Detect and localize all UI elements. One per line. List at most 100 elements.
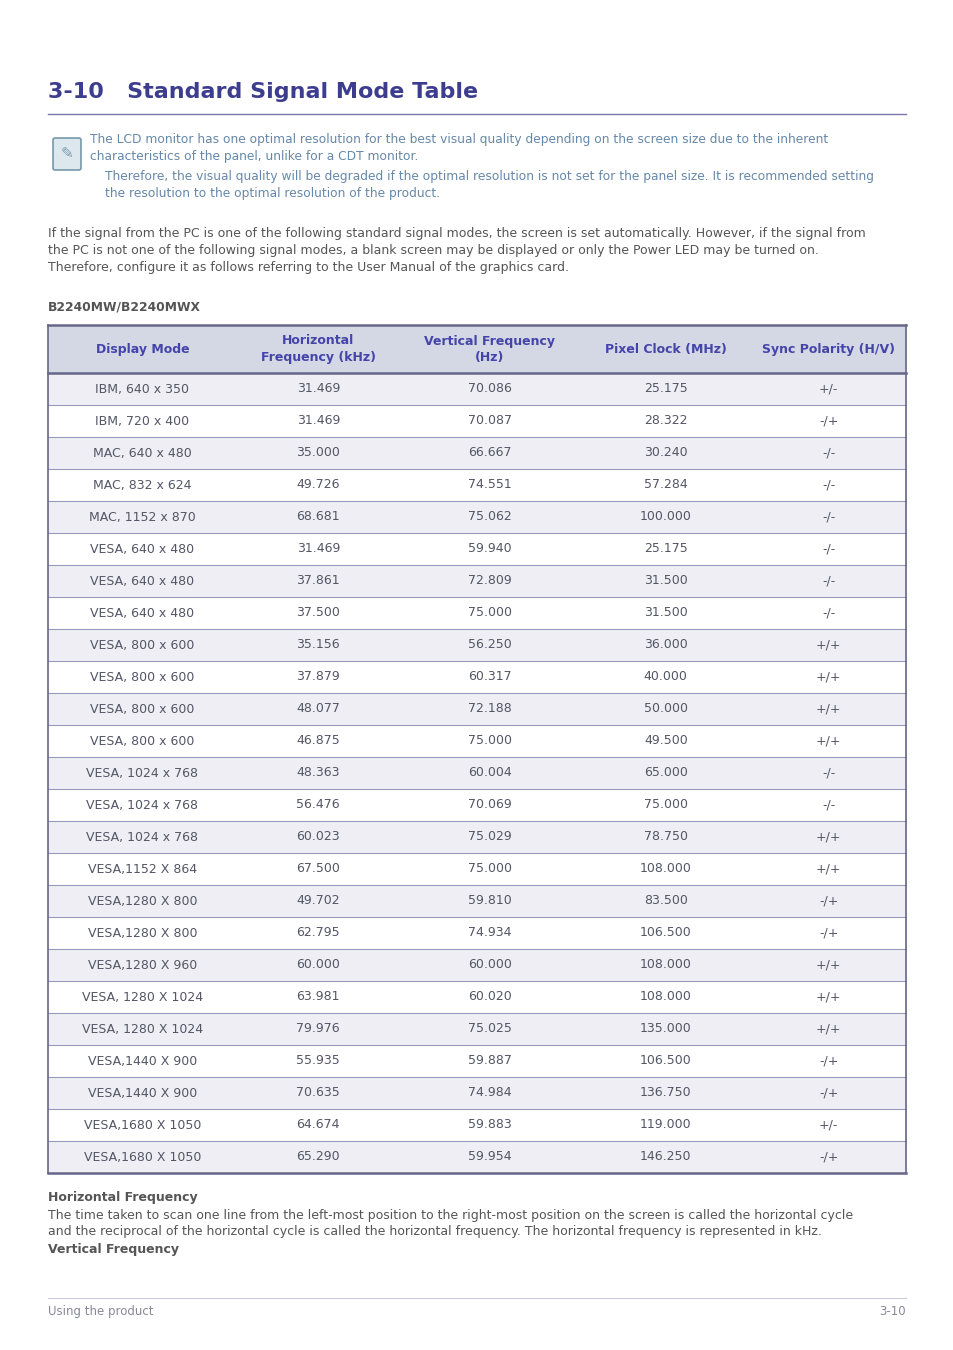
Text: 67.500: 67.500 xyxy=(296,863,340,876)
Text: 72.188: 72.188 xyxy=(468,702,511,716)
Bar xyxy=(48,629,905,662)
Text: 59.954: 59.954 xyxy=(468,1150,511,1164)
Bar xyxy=(48,468,905,501)
Bar xyxy=(48,788,905,821)
Text: 70.086: 70.086 xyxy=(467,382,511,396)
Text: Using the product: Using the product xyxy=(48,1305,153,1318)
Text: 83.500: 83.500 xyxy=(643,895,687,907)
Text: ✎: ✎ xyxy=(61,147,73,162)
Bar xyxy=(48,325,905,373)
Text: 31.469: 31.469 xyxy=(296,414,339,428)
Text: 31.500: 31.500 xyxy=(643,606,687,620)
Text: 60.000: 60.000 xyxy=(296,958,340,972)
Text: 56.250: 56.250 xyxy=(468,639,511,652)
Text: VESA,1440 X 900: VESA,1440 X 900 xyxy=(88,1087,197,1099)
Text: 35.156: 35.156 xyxy=(296,639,339,652)
Text: 75.029: 75.029 xyxy=(468,830,511,844)
Text: VESA,1280 X 800: VESA,1280 X 800 xyxy=(88,895,197,907)
Text: 63.981: 63.981 xyxy=(296,991,339,1003)
Text: VESA,1440 X 900: VESA,1440 X 900 xyxy=(88,1054,197,1068)
Text: 48.363: 48.363 xyxy=(296,767,339,779)
Text: 75.025: 75.025 xyxy=(467,1022,511,1035)
Text: -/-: -/- xyxy=(821,606,835,620)
Text: 46.875: 46.875 xyxy=(296,734,340,748)
Bar xyxy=(48,981,905,1012)
Text: 70.069: 70.069 xyxy=(468,798,511,811)
Text: -/-: -/- xyxy=(821,543,835,555)
Text: 60.000: 60.000 xyxy=(467,958,511,972)
Text: VESA, 640 x 480: VESA, 640 x 480 xyxy=(91,606,194,620)
Text: 3-10: 3-10 xyxy=(879,1305,905,1318)
Bar xyxy=(48,437,905,468)
Text: 70.087: 70.087 xyxy=(467,414,512,428)
Text: -/-: -/- xyxy=(821,767,835,779)
Text: 59.887: 59.887 xyxy=(467,1054,511,1068)
Text: 68.681: 68.681 xyxy=(296,510,339,524)
Text: 60.020: 60.020 xyxy=(468,991,511,1003)
Text: 28.322: 28.322 xyxy=(643,414,687,428)
Bar xyxy=(48,405,905,437)
Text: VESA, 1280 X 1024: VESA, 1280 X 1024 xyxy=(82,991,203,1003)
Text: VESA, 640 x 480: VESA, 640 x 480 xyxy=(91,575,194,587)
Text: VESA,1280 X 960: VESA,1280 X 960 xyxy=(88,958,197,972)
Text: +/+: +/+ xyxy=(815,830,841,844)
Text: 59.940: 59.940 xyxy=(468,543,511,555)
Text: 75.062: 75.062 xyxy=(468,510,511,524)
Text: VESA,1680 X 1050: VESA,1680 X 1050 xyxy=(84,1150,201,1164)
Text: 146.250: 146.250 xyxy=(639,1150,691,1164)
Bar xyxy=(48,662,905,693)
Text: 136.750: 136.750 xyxy=(639,1087,691,1099)
Text: The LCD monitor has one optimal resolution for the best visual quality depending: The LCD monitor has one optimal resoluti… xyxy=(90,134,827,146)
Text: 59.810: 59.810 xyxy=(468,895,511,907)
Text: 25.175: 25.175 xyxy=(643,543,687,555)
Text: VESA, 800 x 600: VESA, 800 x 600 xyxy=(91,734,194,748)
Text: -/+: -/+ xyxy=(819,895,838,907)
Bar xyxy=(48,693,905,725)
Text: 31.469: 31.469 xyxy=(296,382,339,396)
Text: 65.000: 65.000 xyxy=(643,767,687,779)
Text: IBM, 720 x 400: IBM, 720 x 400 xyxy=(95,414,190,428)
Text: 25.175: 25.175 xyxy=(643,382,687,396)
Text: VESA, 1024 x 768: VESA, 1024 x 768 xyxy=(87,798,198,811)
Text: VESA,1280 X 800: VESA,1280 X 800 xyxy=(88,926,197,940)
Text: 106.500: 106.500 xyxy=(639,1054,691,1068)
Text: VESA, 800 x 600: VESA, 800 x 600 xyxy=(91,639,194,652)
Text: 49.702: 49.702 xyxy=(296,895,339,907)
Text: -/+: -/+ xyxy=(819,926,838,940)
Text: 37.500: 37.500 xyxy=(296,606,340,620)
Text: 74.934: 74.934 xyxy=(468,926,511,940)
Text: the PC is not one of the following signal modes, a blank screen may be displayed: the PC is not one of the following signa… xyxy=(48,244,818,256)
Text: VESA,1152 X 864: VESA,1152 X 864 xyxy=(88,863,196,876)
Text: 36.000: 36.000 xyxy=(643,639,687,652)
Text: 37.861: 37.861 xyxy=(296,575,339,587)
Bar xyxy=(48,1012,905,1045)
Text: MAC, 832 x 624: MAC, 832 x 624 xyxy=(93,478,192,491)
Bar xyxy=(48,949,905,981)
Text: B2240MW/B2240MWX: B2240MW/B2240MWX xyxy=(48,300,201,313)
Text: -/-: -/- xyxy=(821,510,835,524)
Bar xyxy=(48,597,905,629)
Text: 106.500: 106.500 xyxy=(639,926,691,940)
Bar xyxy=(48,1045,905,1077)
Text: -/+: -/+ xyxy=(819,1150,838,1164)
Text: -/+: -/+ xyxy=(819,1087,838,1099)
Text: 37.879: 37.879 xyxy=(296,671,340,683)
Text: 35.000: 35.000 xyxy=(296,447,340,459)
Text: -/-: -/- xyxy=(821,478,835,491)
Text: 57.284: 57.284 xyxy=(643,478,687,491)
Text: the resolution to the optimal resolution of the product.: the resolution to the optimal resolution… xyxy=(105,188,439,200)
Text: 65.290: 65.290 xyxy=(296,1150,339,1164)
Text: 60.004: 60.004 xyxy=(468,767,511,779)
Text: 75.000: 75.000 xyxy=(643,798,687,811)
FancyBboxPatch shape xyxy=(53,138,81,170)
Text: 31.469: 31.469 xyxy=(296,543,339,555)
Text: 40.000: 40.000 xyxy=(643,671,687,683)
Text: characteristics of the panel, unlike for a CDT monitor.: characteristics of the panel, unlike for… xyxy=(90,150,418,163)
Bar xyxy=(48,886,905,917)
Text: VESA, 640 x 480: VESA, 640 x 480 xyxy=(91,543,194,555)
Bar xyxy=(48,373,905,405)
Text: 108.000: 108.000 xyxy=(639,863,691,876)
Text: 56.476: 56.476 xyxy=(296,798,339,811)
Text: Sync Polarity (H/V): Sync Polarity (H/V) xyxy=(761,343,894,355)
Text: IBM, 640 x 350: IBM, 640 x 350 xyxy=(95,382,190,396)
